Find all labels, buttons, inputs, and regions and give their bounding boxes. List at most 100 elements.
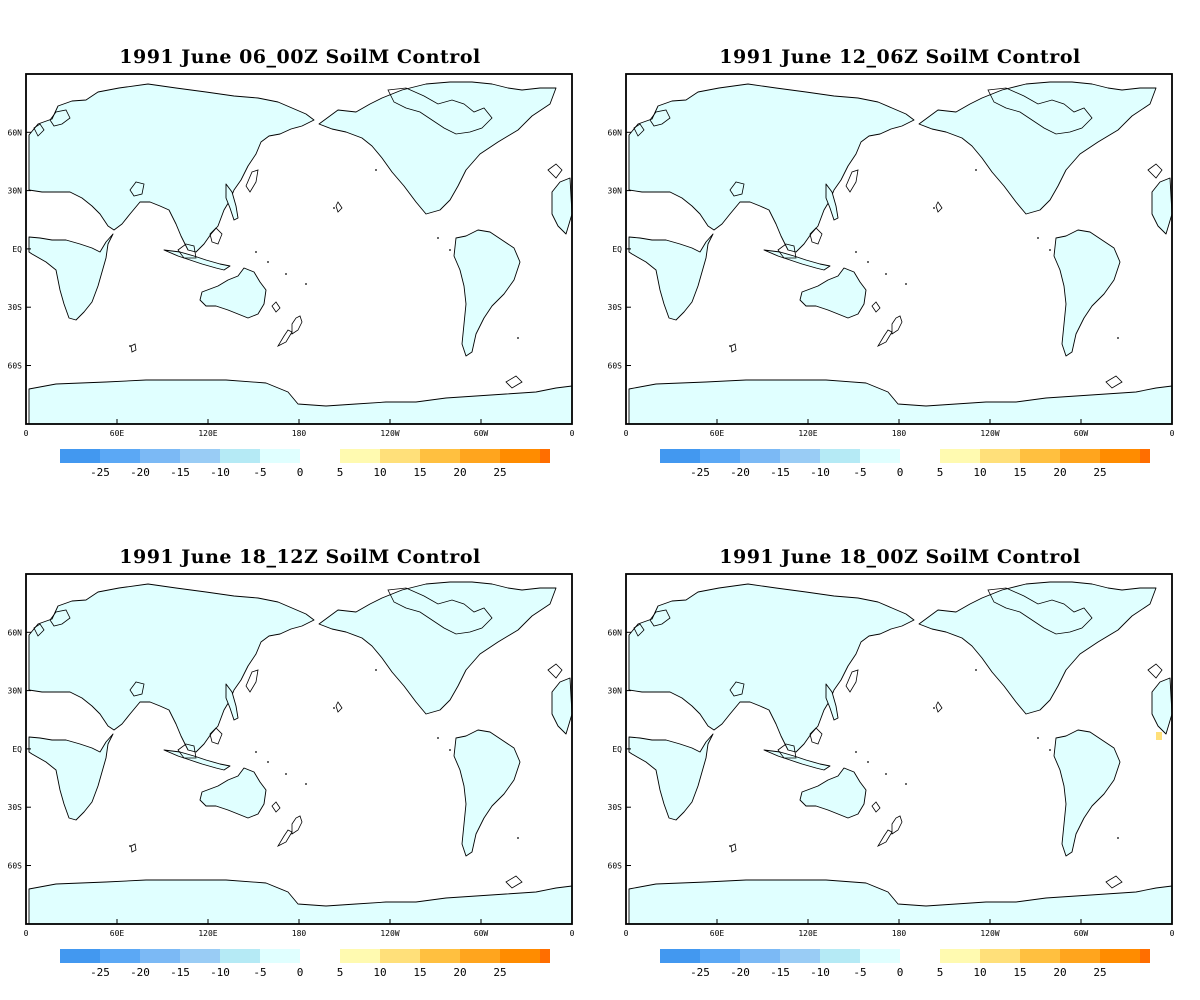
coastline: [845, 669, 859, 693]
lon-label: 0: [1170, 929, 1175, 938]
coastline: [130, 343, 137, 353]
colorbar-label: 25: [1093, 966, 1106, 979]
colorbar-label: 0: [297, 966, 304, 979]
colorbar-label: -20: [130, 466, 150, 479]
land-mass: [28, 583, 315, 753]
island-marker: [255, 751, 257, 753]
coastline: [245, 669, 259, 693]
lon-label: 120E: [798, 429, 817, 438]
coastline: [871, 801, 881, 813]
lat-label: EQ: [12, 745, 22, 754]
island-marker: [255, 251, 257, 253]
lat-label: 60S: [8, 862, 23, 871]
land-masses: [28, 581, 573, 925]
coastline: [387, 587, 493, 635]
colorbar-swatch-positive: [540, 949, 550, 963]
island-marker: [517, 337, 519, 339]
colorbar-swatch-negative: [660, 449, 700, 463]
coastline: [871, 301, 881, 313]
coastline: [845, 169, 859, 193]
island-marker: [449, 749, 451, 751]
colorbar-swatch-negative: [780, 449, 820, 463]
island-marker: [905, 783, 907, 785]
colorbar-swatch-positive: [420, 449, 460, 463]
map-panel-4: 1991 June 18_00Z SoilM Control 60N 30N EQ 3…: [600, 500, 1200, 1000]
colorbar-label: 5: [337, 966, 344, 979]
colorbar-label: -10: [210, 966, 230, 979]
colorbar-label: 20: [1053, 966, 1066, 979]
land-mass: [28, 879, 573, 925]
colorbar-label: 0: [897, 966, 904, 979]
colorbar-label: 0: [897, 466, 904, 479]
colorbar-swatch-positive: [540, 449, 550, 463]
lat-label: 30S: [8, 803, 23, 812]
land-mass: [199, 267, 267, 319]
land-mass: [453, 729, 521, 857]
colorbar: -25 -20 -15 -10 -5 0 5 10 15 20 25: [60, 949, 550, 979]
land-mass: [1053, 729, 1121, 857]
colorbar-label: 5: [937, 466, 944, 479]
colorbar-swatch-negative: [700, 949, 740, 963]
coastline: [49, 609, 71, 627]
land-mass: [628, 233, 714, 321]
panel-title: 1991 June 12_06Z SoilM Control: [719, 46, 1081, 68]
coastline: [1147, 163, 1163, 179]
colorbar: -25 -20 -15 -10 -5 0 5 10 15 20 25: [60, 449, 550, 479]
warm-anomaly-cell: [1156, 732, 1162, 740]
coastline: [276, 829, 293, 847]
island-marker: [285, 773, 287, 775]
island-marker: [285, 273, 287, 275]
land-mass: [453, 229, 521, 357]
colorbar-swatch-negative: [100, 949, 140, 963]
island-marker: [933, 707, 935, 709]
coastline-details: [633, 587, 1163, 889]
island-marker: [333, 707, 335, 709]
land-mass: [763, 249, 831, 271]
colorbar-label: -15: [770, 966, 790, 979]
coastline-details: [33, 587, 563, 889]
colorbar-swatch-negative: [820, 949, 860, 963]
island-marker: [449, 249, 451, 251]
colorbar-label: 15: [413, 966, 426, 979]
colorbar-label: -25: [690, 466, 710, 479]
colorbar-label: 10: [373, 966, 386, 979]
coastline: [335, 201, 343, 213]
colorbar-swatch-positive: [940, 449, 980, 463]
colorbar-label: 15: [413, 466, 426, 479]
coastline: [633, 623, 645, 637]
island-marker: [437, 237, 439, 239]
coastline: [335, 701, 343, 713]
land-mass: [1053, 229, 1121, 357]
colorbar-swatch-positive: [1140, 949, 1150, 963]
coastline: [730, 843, 737, 853]
land-mass: [628, 733, 714, 821]
island-marker: [267, 261, 269, 263]
lon-label: 60W: [1074, 429, 1089, 438]
coastline: [291, 815, 303, 835]
colorbar-swatch-positive: [460, 949, 500, 963]
island-marker: [867, 261, 869, 263]
colorbar-label: 25: [1093, 466, 1106, 479]
lon-label: 60W: [474, 929, 489, 938]
lon-label: 180: [292, 429, 307, 438]
coastline: [633, 123, 645, 137]
land-mass: [318, 581, 557, 715]
land-mass: [163, 249, 231, 271]
map-panel-3: 1991 June 18_12Z SoilM Control 60N 30N EQ 3…: [0, 500, 600, 1000]
lon-label: 0: [24, 429, 29, 438]
colorbar-swatch-positive: [1020, 449, 1060, 463]
coastline-details: [33, 87, 563, 389]
colorbar-swatch-positive: [1100, 449, 1140, 463]
island-marker: [267, 761, 269, 763]
world-map: 60N 30N EQ 30S 60S 0 60E 120E 180 120W 60W 0: [608, 73, 1175, 438]
coastline: [505, 375, 523, 389]
colorbar-label: -10: [810, 966, 830, 979]
panel-title: 1991 June 18_12Z SoilM Control: [119, 546, 481, 568]
colorbar-label: -25: [90, 966, 110, 979]
world-map: 60N 30N EQ 30S 60S 0 60E 120E 180 120W 60W 0: [8, 73, 575, 438]
land-mass: [225, 183, 239, 221]
colorbar-swatch-positive: [460, 449, 500, 463]
lon-label: 0: [24, 929, 29, 938]
colorbar-label: -15: [770, 466, 790, 479]
island-marker: [905, 283, 907, 285]
